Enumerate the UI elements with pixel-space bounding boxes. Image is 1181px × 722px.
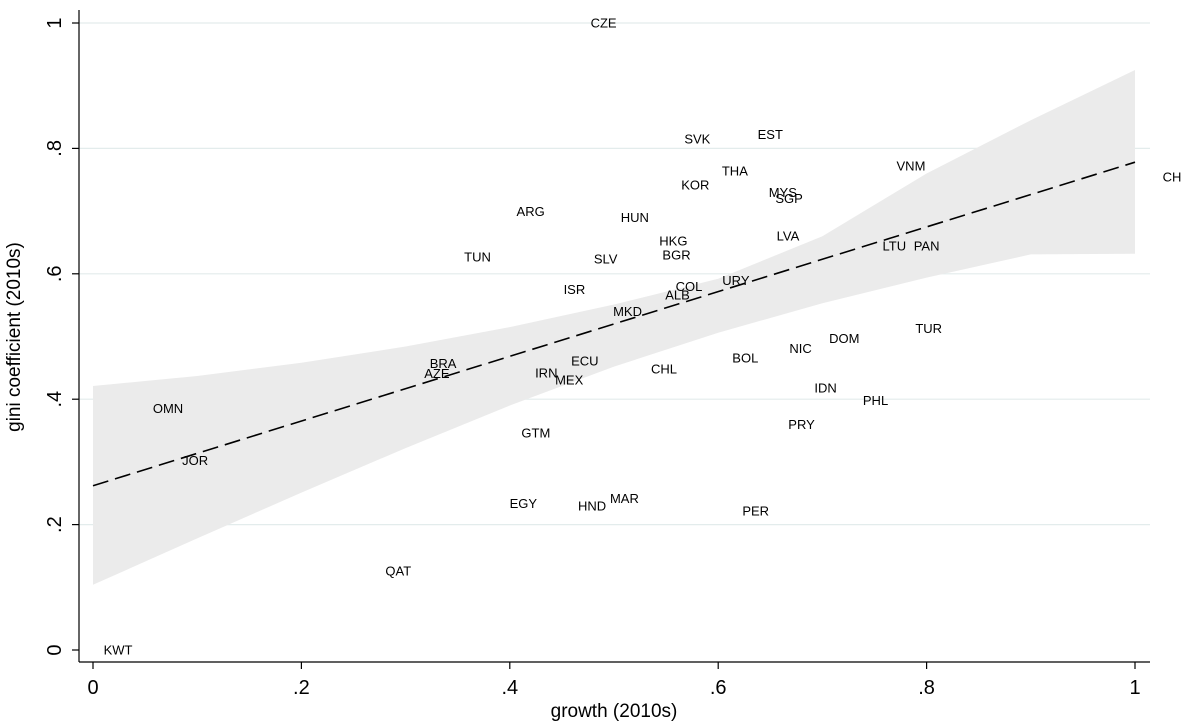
x-axis-title: growth (2010s) — [551, 701, 678, 722]
point-label: AZE — [424, 366, 450, 381]
y-axis-title: gini coefficient (2010s) — [4, 242, 25, 432]
y-tick-label: .8 — [44, 140, 66, 157]
point-label: CHL — [651, 362, 677, 377]
y-tick-label: 1 — [44, 17, 66, 28]
x-tick-label: 1 — [1129, 677, 1140, 699]
y-tick-label: .6 — [44, 265, 66, 282]
point-label: HND — [578, 498, 606, 513]
point-label: PER — [742, 503, 769, 518]
point-label: MEX — [555, 372, 584, 387]
y-tick-label: .2 — [44, 516, 66, 533]
point-label: LTU — [882, 239, 906, 254]
point-label: MYS — [769, 185, 798, 200]
fit-line — [92, 161, 1136, 487]
point-label: BGR — [662, 247, 690, 262]
point-label: EST — [758, 127, 783, 142]
point-label: MAR — [610, 491, 639, 506]
y-tick-label: 0 — [44, 644, 66, 655]
point-label: THA — [722, 163, 748, 178]
point-label: DOM — [829, 331, 859, 346]
point-label: KWT — [104, 643, 133, 658]
point-label: NIC — [789, 341, 811, 356]
x-tick-label: .8 — [918, 677, 935, 699]
point-label: SLV — [594, 251, 618, 266]
point-label: SGP — [775, 191, 802, 206]
point-label: LVA — [777, 229, 800, 244]
point-label: IDN — [814, 380, 836, 395]
point-label: ARG — [517, 204, 545, 219]
fit-line-dashed — [92, 161, 1136, 487]
point-label: QAT — [385, 563, 411, 578]
point-label: PHL — [863, 393, 888, 408]
point-label: TUR — [915, 321, 942, 336]
axes: 0 .2 .4 .6 .8 1 0 .2 .4 .6 .8 1 — [44, 10, 1150, 699]
point-label: MKD — [613, 304, 642, 319]
point-label: CZE — [591, 16, 617, 31]
point-label: BOL — [732, 350, 758, 365]
point-label: VNM — [897, 158, 926, 173]
point-label: HUN — [621, 210, 649, 225]
x-tick-label: .6 — [710, 677, 727, 699]
point-label: COL — [676, 279, 703, 294]
point-label: ECU — [571, 353, 598, 368]
x-tick-label: 0 — [87, 677, 98, 699]
y-tick-label: .4 — [44, 391, 66, 408]
point-label: HKG — [659, 234, 687, 249]
point-label: OMN — [153, 401, 183, 416]
point-label: EGY — [510, 496, 538, 511]
x-tick-label: .4 — [501, 677, 518, 699]
confidence-band-area — [93, 70, 1135, 585]
point-label: CHN — [1163, 170, 1181, 185]
point-label: PRY — [788, 417, 815, 432]
point-label: JOR — [182, 453, 208, 468]
point-labels: CZESVKESTVNMCHNTHAKORMYSSGPARGHUNLVAHKGB… — [104, 16, 1181, 658]
x-tick-label: .2 — [293, 677, 310, 699]
point-label: ISR — [564, 282, 586, 297]
point-label: URY — [722, 273, 750, 288]
point-label: GTM — [521, 426, 550, 441]
point-label: BRA — [430, 356, 457, 371]
confidence-band — [93, 70, 1135, 585]
point-label: SVK — [684, 131, 710, 146]
point-label: KOR — [681, 177, 709, 192]
point-label: PAN — [914, 239, 940, 254]
point-label: IRN — [535, 365, 557, 380]
point-label: TUN — [464, 249, 491, 264]
point-label: ALB — [665, 288, 690, 303]
